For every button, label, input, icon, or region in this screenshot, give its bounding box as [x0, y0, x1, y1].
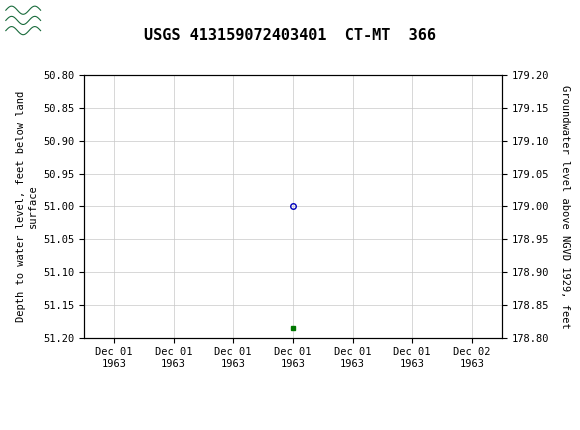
Text: USGS 413159072403401  CT-MT  366: USGS 413159072403401 CT-MT 366 — [144, 28, 436, 43]
Bar — [5, 3, 42, 37]
Y-axis label: Groundwater level above NGVD 1929, feet: Groundwater level above NGVD 1929, feet — [560, 85, 570, 328]
Text: USGS: USGS — [45, 13, 92, 28]
Y-axis label: Depth to water level, feet below land
surface: Depth to water level, feet below land su… — [16, 91, 38, 322]
